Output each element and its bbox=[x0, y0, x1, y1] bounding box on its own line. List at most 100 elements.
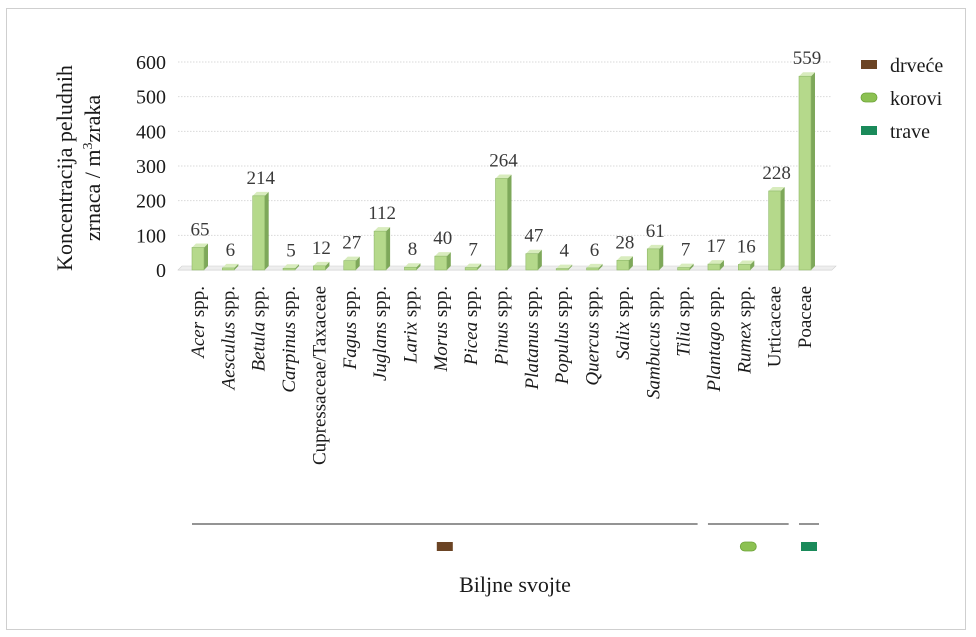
bar-front bbox=[495, 178, 508, 271]
legend-label: drveće bbox=[890, 55, 943, 77]
y-axis-title-sup: 3 bbox=[81, 143, 96, 150]
category-name: Acer bbox=[188, 321, 209, 359]
bar-side bbox=[386, 227, 391, 270]
category-name: Larix bbox=[400, 321, 421, 364]
data-label: 47 bbox=[524, 226, 543, 247]
category-label: Juglans spp. bbox=[370, 286, 391, 381]
data-label: 6 bbox=[590, 240, 600, 261]
category-suffix: spp. bbox=[188, 286, 209, 322]
category-name: Plantago bbox=[704, 322, 725, 393]
category-label: Plantago spp. bbox=[704, 286, 725, 393]
bar bbox=[313, 261, 330, 271]
category-suffix: spp. bbox=[370, 286, 391, 322]
bar bbox=[768, 186, 785, 271]
bar bbox=[646, 244, 664, 271]
y-tick-label: 500 bbox=[136, 87, 166, 109]
category-label: Aesculus spp. bbox=[218, 286, 239, 391]
group-marker bbox=[436, 542, 453, 551]
data-label: 264 bbox=[489, 150, 518, 171]
bar bbox=[343, 256, 360, 271]
bar-front bbox=[434, 255, 448, 271]
bar-side bbox=[750, 260, 755, 270]
legend-label: trave bbox=[890, 121, 930, 143]
category-suffix: spp. bbox=[400, 286, 421, 322]
bar bbox=[252, 191, 269, 271]
bar bbox=[495, 174, 512, 271]
data-label: 27 bbox=[342, 233, 361, 254]
bar-top bbox=[495, 174, 512, 179]
category-name: Fagus bbox=[340, 322, 361, 371]
category-label: Cupressaceae/Taxaceae bbox=[309, 286, 330, 465]
bar-top bbox=[738, 260, 755, 265]
bar-side bbox=[325, 261, 330, 270]
category-label: Acer spp. bbox=[188, 286, 209, 360]
bar bbox=[616, 256, 633, 271]
y-tick-label: 100 bbox=[136, 225, 166, 247]
category-label: Salix spp. bbox=[613, 286, 634, 360]
bar-top bbox=[768, 186, 785, 191]
bar-top bbox=[556, 264, 573, 269]
bar-side bbox=[780, 186, 785, 270]
y-axis-ticks: 0 100 200 300 400 500 600 bbox=[136, 52, 166, 282]
bar-front bbox=[677, 267, 690, 271]
category-label: Fagus spp. bbox=[340, 286, 361, 370]
category-suffix: spp. bbox=[643, 286, 664, 322]
bar-top bbox=[343, 256, 360, 261]
data-label: 559 bbox=[793, 48, 822, 69]
legend: drveće korovi trave bbox=[860, 55, 943, 143]
bar-side bbox=[507, 174, 512, 270]
legend-swatch bbox=[860, 92, 878, 103]
bar-front bbox=[191, 247, 205, 271]
category-suffix: spp. bbox=[461, 286, 482, 322]
category-label: Poaceae bbox=[795, 286, 816, 348]
bar-front bbox=[707, 263, 721, 271]
bar-side bbox=[295, 264, 300, 270]
data-label: 7 bbox=[468, 240, 478, 261]
bar-side bbox=[234, 263, 239, 270]
data-label: 7 bbox=[681, 240, 691, 261]
y-tick-label: 600 bbox=[136, 52, 166, 74]
category-suffix: spp. bbox=[340, 286, 361, 322]
category-suffix: spp. bbox=[279, 286, 300, 322]
category-suffix: spp. bbox=[734, 286, 755, 322]
y-tick-label: 200 bbox=[136, 191, 166, 213]
bar-top bbox=[586, 263, 603, 268]
bar-front bbox=[646, 248, 660, 271]
bar bbox=[737, 260, 755, 271]
bar-front bbox=[586, 267, 599, 271]
category-label: Quercus spp. bbox=[583, 286, 604, 386]
category-suffix: spp. bbox=[249, 286, 270, 322]
bar-top bbox=[707, 260, 724, 265]
bar-side bbox=[568, 264, 573, 270]
bar-side bbox=[355, 256, 360, 270]
category-label: Pinus spp. bbox=[492, 286, 513, 366]
bar-side bbox=[689, 263, 694, 270]
bar-front bbox=[464, 267, 478, 271]
bar-front bbox=[222, 267, 235, 271]
bar-top bbox=[252, 191, 269, 196]
data-label: 16 bbox=[737, 236, 756, 257]
category-label: Picea spp. bbox=[461, 286, 482, 366]
data-label: 4 bbox=[559, 241, 569, 262]
category-name: Sambucus bbox=[643, 322, 664, 399]
bar-top bbox=[465, 263, 482, 268]
bar-top bbox=[313, 261, 330, 266]
bar-front bbox=[252, 195, 265, 271]
category-label: Larix spp. bbox=[400, 286, 421, 364]
legend-label: korovi bbox=[890, 88, 943, 110]
category-label: Urticaceae bbox=[765, 286, 786, 367]
category-name: Platanus bbox=[522, 322, 543, 391]
group-marker bbox=[739, 541, 757, 552]
data-label: 17 bbox=[706, 236, 725, 257]
bar-side bbox=[659, 244, 664, 270]
data-label: 12 bbox=[312, 238, 331, 259]
bar bbox=[677, 263, 694, 271]
data-label: 5 bbox=[286, 240, 296, 261]
data-label: 112 bbox=[368, 203, 396, 224]
y-axis-title-line-1: Koncentracija peludnih bbox=[52, 65, 77, 271]
bar-side bbox=[811, 72, 815, 270]
category-label: Tilia spp. bbox=[674, 286, 695, 357]
bar-front bbox=[525, 253, 539, 271]
bar-front bbox=[373, 230, 387, 271]
bar-front bbox=[768, 190, 781, 271]
